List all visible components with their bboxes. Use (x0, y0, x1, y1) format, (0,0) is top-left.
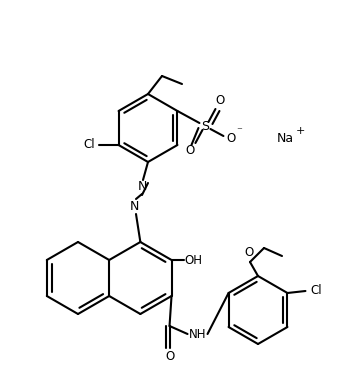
Text: OH: OH (185, 254, 203, 266)
Text: N: N (129, 200, 139, 213)
Text: N: N (137, 181, 147, 193)
Text: O: O (216, 95, 225, 107)
Text: O: O (244, 247, 254, 259)
Text: O: O (165, 350, 174, 364)
Text: O: O (186, 144, 195, 157)
Text: O: O (227, 132, 236, 144)
Text: +: + (295, 126, 305, 136)
Text: Na: Na (276, 132, 293, 144)
Text: S: S (202, 120, 210, 132)
Text: NH: NH (189, 327, 206, 340)
Text: Cl: Cl (84, 139, 95, 151)
Text: Cl: Cl (311, 284, 322, 298)
Text: ⁻: ⁻ (237, 126, 242, 136)
